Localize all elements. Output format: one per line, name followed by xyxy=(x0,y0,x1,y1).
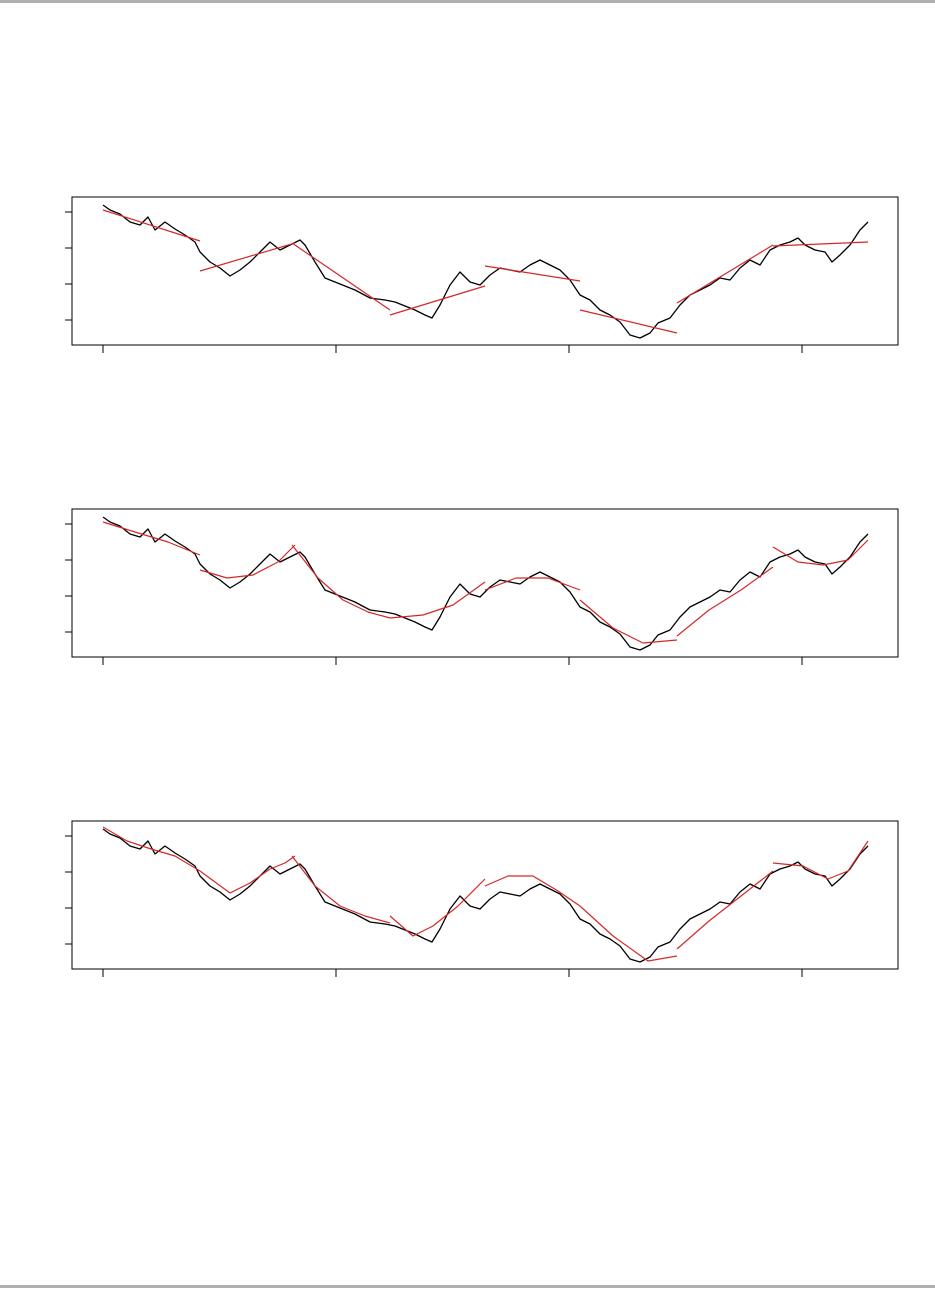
fit-line xyxy=(772,539,869,566)
fit-line xyxy=(102,826,201,872)
plot-frame xyxy=(71,820,899,970)
fit-line xyxy=(484,577,581,591)
fit-line xyxy=(291,855,391,924)
plot-frame xyxy=(71,196,899,346)
fit-line xyxy=(676,244,774,304)
fit-line xyxy=(579,599,678,644)
fit-line xyxy=(199,544,296,579)
fit-line xyxy=(389,581,486,619)
plot-frame xyxy=(71,508,899,658)
fit-line xyxy=(291,544,391,619)
fit-line xyxy=(389,878,486,937)
fit-line xyxy=(484,875,581,907)
fit-line xyxy=(579,309,678,334)
fit-line xyxy=(102,521,201,556)
fit-line xyxy=(676,566,774,637)
fit-line xyxy=(199,242,296,272)
fit-line xyxy=(484,265,581,282)
fit-line xyxy=(772,241,869,247)
fit-line xyxy=(772,840,869,880)
fit-line xyxy=(102,209,201,242)
fit-line xyxy=(579,905,678,962)
fit-line xyxy=(389,285,486,316)
data-line xyxy=(102,204,869,339)
fit-line xyxy=(199,855,296,894)
data-line xyxy=(102,828,869,963)
fit-line xyxy=(676,870,774,950)
data-line xyxy=(102,516,869,651)
fit-line xyxy=(291,242,391,311)
